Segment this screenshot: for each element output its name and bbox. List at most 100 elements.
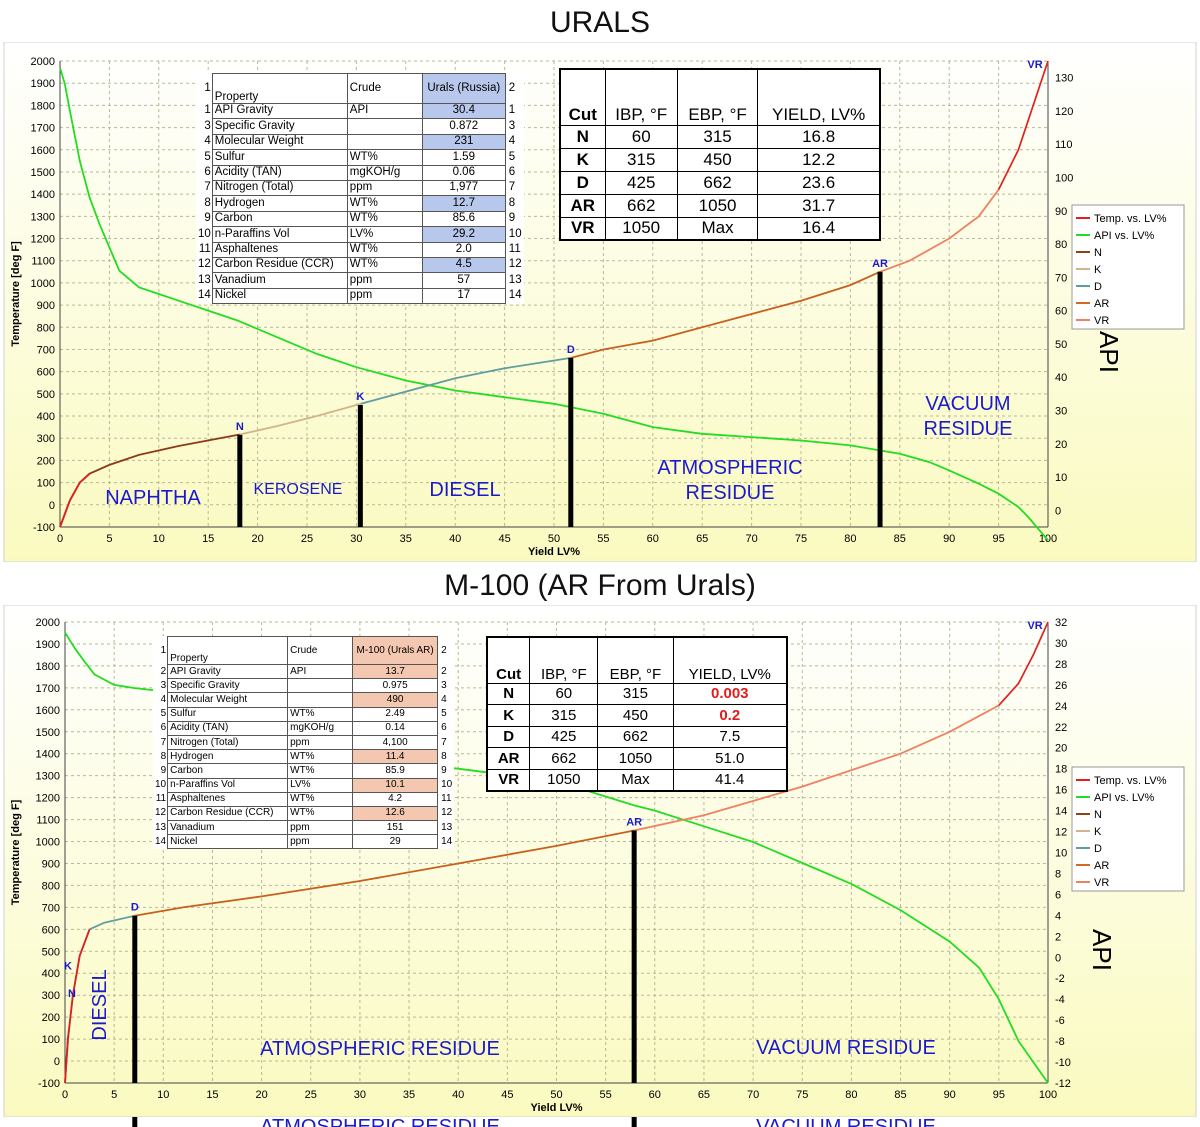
cut-ibp: 315 xyxy=(529,704,599,727)
cut-marker-label: AR xyxy=(872,258,888,270)
y2-tick-label: 28 xyxy=(1055,659,1067,671)
cut-ibp: 60 xyxy=(529,682,599,705)
row-number: 14 xyxy=(508,289,522,302)
row-number: 2 xyxy=(441,644,447,656)
property-name: Sulfur xyxy=(167,706,289,722)
header-yield: YIELD, LV% xyxy=(757,68,881,126)
header-cut: Cut xyxy=(486,636,531,684)
y2-tick-label: 100 xyxy=(1055,173,1073,185)
row-number: 4 xyxy=(508,135,516,148)
property-unit: ppm xyxy=(287,834,354,850)
y-tick-label: 100 xyxy=(37,478,55,490)
property-name: Nickel xyxy=(211,287,348,305)
y2-tick-label: -4 xyxy=(1055,994,1065,1006)
row-number: 14 xyxy=(441,835,453,847)
property-value: 1.59 xyxy=(421,149,506,166)
row-number: 7 xyxy=(204,181,211,194)
y-tick-label: 1400 xyxy=(36,749,60,761)
temp-curve xyxy=(59,473,91,528)
property-row: 3 Specific Gravity 0.975 3 xyxy=(153,678,454,694)
property-name: API Gravity xyxy=(167,663,289,680)
row-number: 2 xyxy=(508,81,516,94)
cut-ibp: 425 xyxy=(604,170,678,195)
cut-marker-label: K xyxy=(356,391,364,403)
x-tick-label: 75 xyxy=(796,1089,808,1101)
row-number: 5 xyxy=(441,708,447,720)
property-name: Specific Gravity xyxy=(167,678,289,694)
property-row: 5 Sulfur WT% 1.59 5 xyxy=(196,149,524,166)
row-number: 12 xyxy=(155,807,167,819)
y-tick-label: 1200 xyxy=(31,234,55,246)
property-row: 14 Nickel ppm 17 14 xyxy=(196,287,524,305)
property-unit: WT% xyxy=(287,763,354,779)
property-name: Hydrogen xyxy=(167,749,289,765)
cut-yield: 12.2 xyxy=(757,147,881,172)
header-crude: Crude xyxy=(287,636,354,665)
legend-label: D xyxy=(1094,281,1102,293)
row-number: 12 xyxy=(508,258,522,271)
y2-tick-label: 60 xyxy=(1055,306,1067,318)
row-number: 11 xyxy=(441,793,452,805)
x-tick-label: 30 xyxy=(354,1089,366,1101)
y-tick-label: 1500 xyxy=(31,167,55,179)
row-number: 13 xyxy=(508,273,522,286)
property-row: 4 Molecular Weight 490 4 xyxy=(153,692,454,708)
legend-label: AR xyxy=(1094,860,1109,872)
property-unit xyxy=(287,692,354,708)
property-name: Hydrogen xyxy=(211,195,348,212)
header-crude-name: M-100 (Urals AR) xyxy=(352,636,439,665)
y2-axis-label: API xyxy=(1094,331,1124,373)
row-number: 4 xyxy=(441,693,447,705)
property-unit xyxy=(346,133,423,151)
y-tick-label: 1000 xyxy=(36,837,60,849)
cut-marker-label: VR xyxy=(1027,59,1042,71)
y2-tick-label: 40 xyxy=(1055,372,1067,384)
cut-yield: 16.8 xyxy=(757,124,881,149)
x-tick-label: 25 xyxy=(301,533,313,545)
property-row: 6 Acidity (TAN) mgKOH/g 0.06 6 xyxy=(196,164,524,181)
property-value: 85.6 xyxy=(421,210,506,228)
property-value: 0.872 xyxy=(421,118,506,135)
x-tick-label: 95 xyxy=(992,533,1004,545)
property-row: 6 Acidity (TAN) mgKOH/g 0.14 6 xyxy=(153,720,454,736)
x-tick-label: 75 xyxy=(795,533,807,545)
property-value: 0.975 xyxy=(352,678,439,694)
row-number: 11 xyxy=(155,793,167,805)
y-tick-label: -100 xyxy=(38,1078,60,1090)
x-tick-label: 90 xyxy=(944,1089,956,1101)
property-value: 85.9 xyxy=(352,763,439,779)
cut-yield: 51.0 xyxy=(672,747,788,770)
property-unit: ppm xyxy=(346,287,423,305)
cut-yield: 23.6 xyxy=(757,170,881,195)
region-label: RESIDUE xyxy=(924,418,1013,440)
cut-yield: 7.5 xyxy=(672,725,788,748)
row-number: 6 xyxy=(204,166,211,178)
header-crude-name: Urals (Russia) xyxy=(421,73,506,104)
cut-marker-label: N xyxy=(236,421,244,433)
x-axis-label: Yield LV% xyxy=(528,546,580,558)
legend-label: Temp. vs. LV% xyxy=(1094,213,1167,225)
cut-name: D xyxy=(486,725,531,748)
property-value: 2.49 xyxy=(352,706,439,722)
property-row: 7 Nitrogen (Total) ppm 4,100 7 xyxy=(153,734,454,751)
property-unit: ppm xyxy=(346,272,423,289)
x-tick-label: 85 xyxy=(894,533,906,545)
y-tick-label: 1500 xyxy=(36,727,60,739)
property-row: 13 Vanadium ppm 151 13 xyxy=(153,820,454,836)
y2-tick-label: 12 xyxy=(1055,827,1067,839)
legend-label: API vs. LV% xyxy=(1094,230,1155,242)
property-value: 29.2 xyxy=(421,226,506,243)
property-name: Nitrogen (Total) xyxy=(167,734,289,751)
cut-row: N 60 315 16.8 xyxy=(559,124,881,149)
y2-tick-label: 16 xyxy=(1055,785,1067,797)
y-tick-label: 1200 xyxy=(36,793,60,805)
property-row: 14 Nickel ppm 29 14 xyxy=(153,834,454,850)
property-row: 10 n-Paraffins Vol LV% 10.1 10 xyxy=(153,777,454,793)
cut-marker-label: AR xyxy=(626,817,642,829)
property-value: 12.7 xyxy=(421,195,506,212)
row-number: 3 xyxy=(204,119,211,132)
temp-curve-segment xyxy=(570,270,881,359)
row-number: 10 xyxy=(198,227,211,240)
cut-ibp: 60 xyxy=(604,124,678,149)
y2-tick-label: 0 xyxy=(1055,952,1061,964)
